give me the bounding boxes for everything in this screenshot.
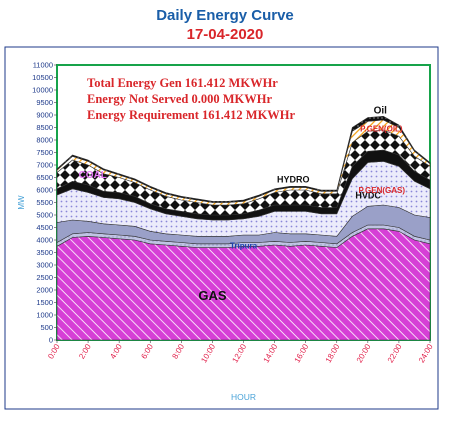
series-label-p-gen-oil: P.GEN(OIL) bbox=[360, 124, 403, 133]
y-tick-label: 5000 bbox=[36, 211, 53, 220]
y-axis: 0 500 1000 1500 2000 2500 3000 3500 4000 4500 5000… bbox=[17, 61, 57, 345]
x-tick-label: 20:00 bbox=[355, 342, 373, 364]
y-tick-label: 3500 bbox=[36, 248, 53, 257]
y-tick-label: 1500 bbox=[36, 298, 53, 307]
x-tick-label: 2:00 bbox=[77, 342, 93, 360]
y-tick-label: 4000 bbox=[36, 236, 53, 245]
x-tick-label: 14:00 bbox=[262, 342, 280, 364]
y-tick-label: 2500 bbox=[36, 273, 53, 282]
annotation-line-2: Energy Not Served 0.000 MKWHr bbox=[87, 92, 272, 106]
annotation-line-1: Total Energy Gen 161.412 MKWHr bbox=[87, 76, 278, 90]
y-tick-label: 9500 bbox=[36, 98, 53, 107]
y-tick-label: 500 bbox=[40, 323, 53, 332]
x-tick-label: 18:00 bbox=[324, 342, 342, 364]
y-axis-label: MW bbox=[17, 195, 26, 210]
y-tick-label: 5500 bbox=[36, 198, 53, 207]
series-label-hydro: HYDRO bbox=[277, 174, 310, 184]
series-label-hvdc: HVDC bbox=[355, 190, 381, 200]
x-tick-label: 6:00 bbox=[139, 342, 155, 360]
y-tick-label: 0 bbox=[49, 336, 53, 345]
y-tick-label: 10500 bbox=[32, 73, 53, 82]
series-label-gas: GAS bbox=[198, 288, 227, 303]
x-tick-label: 22:00 bbox=[386, 342, 404, 364]
x-axis: 0:00 2:00 4:00 6:00 8:00 10:00 12:00 14:00 16:00… bbox=[46, 340, 435, 402]
chart-frame bbox=[4, 46, 439, 410]
y-tick-label: 7500 bbox=[36, 148, 53, 157]
x-tick-label: 24:00 bbox=[417, 342, 435, 364]
y-tick-label: 1000 bbox=[36, 311, 53, 320]
y-tick-label: 10000 bbox=[32, 86, 53, 95]
area-oil bbox=[56, 115, 431, 203]
y-tick-label: 8500 bbox=[36, 123, 53, 132]
x-tick-label: 10:00 bbox=[199, 342, 217, 364]
y-tick-label: 7000 bbox=[36, 161, 53, 170]
x-tick-label: 12:00 bbox=[230, 342, 248, 364]
x-axis-label: HOUR bbox=[231, 392, 256, 402]
y-tick-label: 11000 bbox=[33, 61, 53, 70]
y-tick-label: 9000 bbox=[36, 111, 53, 120]
y-tick-label: 6500 bbox=[36, 173, 53, 182]
x-tick-label: 0:00 bbox=[46, 342, 62, 360]
y-tick-label: 2000 bbox=[36, 286, 53, 295]
series-label-p-gen-gas: P.GEN(GAS) bbox=[359, 186, 406, 195]
chart-title: Daily Energy Curve bbox=[156, 7, 294, 24]
y-tick-label: 4500 bbox=[36, 223, 53, 232]
x-tick-label: 4:00 bbox=[108, 342, 124, 360]
y-tick-label: 8000 bbox=[36, 136, 53, 145]
series-label-tripura: Tripura bbox=[230, 241, 258, 250]
chart-date: 17-04-2020 bbox=[186, 26, 264, 43]
x-tick-label: 8:00 bbox=[170, 342, 186, 360]
annotation-line-3: Energy Requirement 161.412 MKWHr bbox=[87, 108, 296, 122]
x-tick-label: 16:00 bbox=[293, 342, 311, 364]
series-label-coal: COAL bbox=[79, 170, 107, 181]
annotations: Total Energy Gen 161.412 MKWHr Energy Not… bbox=[87, 76, 296, 122]
y-tick-label: 3000 bbox=[36, 261, 53, 270]
series-label-oil: Oil bbox=[374, 106, 388, 117]
y-tick-label: 6000 bbox=[36, 186, 53, 195]
